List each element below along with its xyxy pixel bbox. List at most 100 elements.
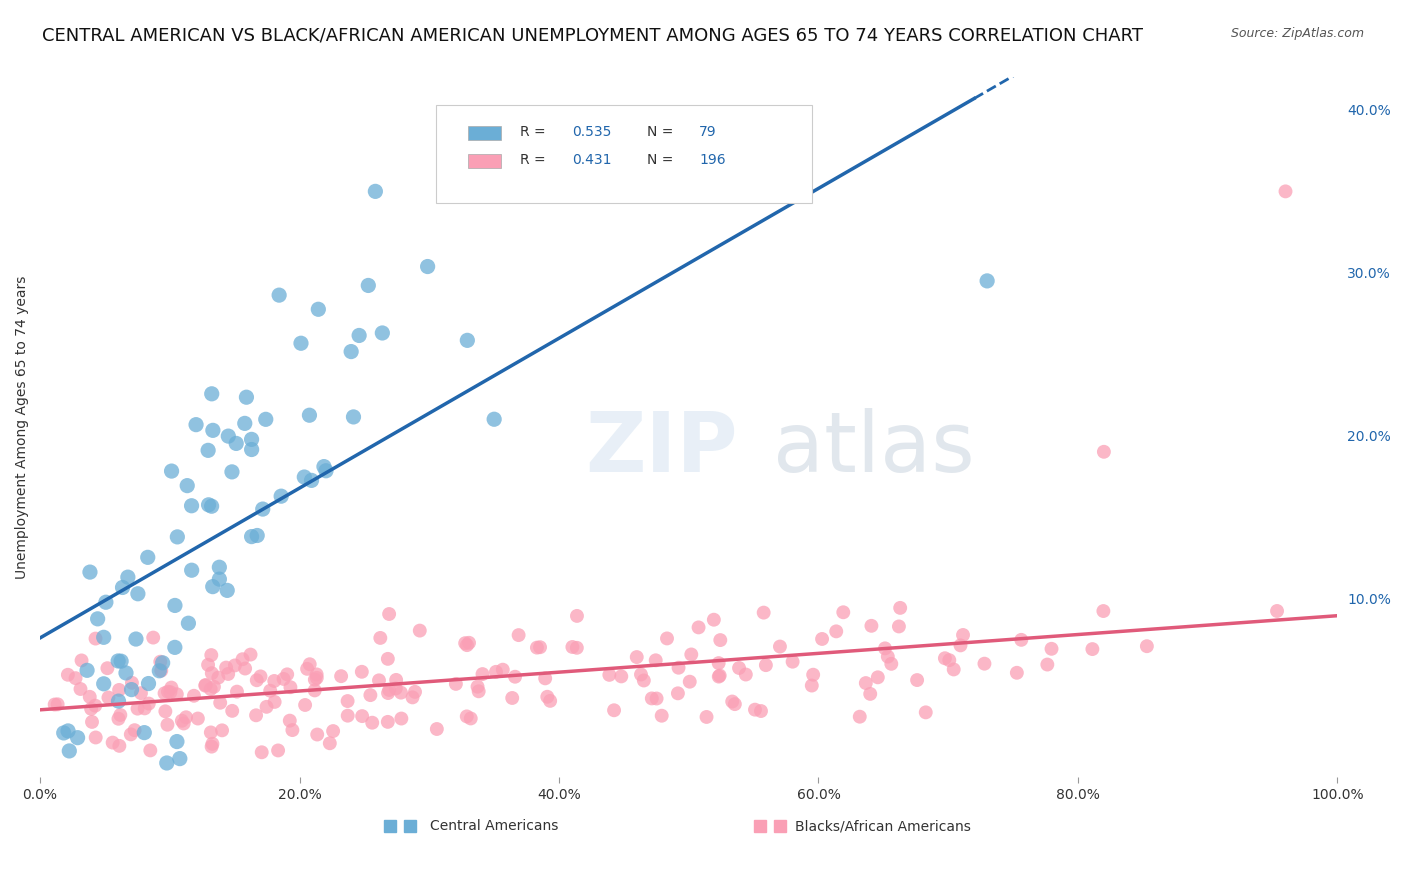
Blacks/African Americans — [200, 725, 222, 739]
Blacks/African Americans — [769, 640, 792, 654]
Blacks/African Americans — [565, 608, 588, 623]
Blacks/African Americans — [263, 673, 285, 688]
Blacks/African Americans — [709, 668, 731, 682]
Blacks/African Americans — [194, 678, 217, 692]
Blacks/African Americans — [1005, 665, 1028, 680]
Blacks/African Americans — [534, 671, 557, 685]
Blacks/African Americans — [156, 717, 179, 731]
Blacks/African Americans — [202, 680, 225, 694]
Blacks/African Americans — [139, 743, 162, 757]
Central Americans — [371, 326, 394, 340]
Blacks/African Americans — [1274, 185, 1296, 199]
Blacks/African Americans — [973, 657, 995, 671]
Blacks/African Americans — [368, 631, 391, 645]
Blacks/African Americans — [934, 651, 956, 665]
Central Americans — [110, 654, 132, 668]
Blacks/African Americans — [1081, 642, 1104, 657]
Blacks/African Americans — [377, 714, 399, 729]
Central Americans — [180, 563, 202, 577]
Text: R =: R = — [520, 153, 550, 167]
Blacks/African Americans — [603, 703, 626, 717]
Blacks/African Americans — [887, 619, 910, 633]
Central Americans — [269, 288, 291, 302]
Text: R =: R = — [520, 125, 550, 139]
Blacks/African Americans — [108, 739, 131, 753]
Blacks/African Americans — [278, 714, 301, 728]
Blacks/African Americans — [1092, 444, 1115, 458]
Text: 79: 79 — [699, 125, 717, 139]
Blacks/African Americans — [949, 639, 972, 653]
Central Americans — [107, 694, 129, 708]
Blacks/African Americans — [633, 673, 655, 688]
Blacks/African Americans — [256, 699, 278, 714]
Blacks/African Americans — [142, 631, 165, 645]
Blacks/African Americans — [752, 606, 775, 620]
Blacks/African Americans — [688, 620, 710, 634]
Blacks/African Americans — [721, 694, 744, 708]
Blacks/African Americans — [538, 694, 561, 708]
Blacks/African Americans — [330, 669, 353, 683]
Blacks/African Americans — [377, 652, 399, 666]
Blacks/African Americans — [107, 712, 129, 726]
Blacks/African Americans — [378, 607, 401, 621]
Central Americans — [56, 723, 79, 738]
Text: Source: ZipAtlas.com: Source: ZipAtlas.com — [1230, 27, 1364, 40]
Blacks/African Americans — [801, 667, 824, 681]
Blacks/African Americans — [859, 687, 882, 701]
Blacks/African Americans — [276, 667, 298, 681]
Blacks/African Americans — [233, 661, 256, 675]
Blacks/African Americans — [79, 690, 101, 704]
Central Americans — [107, 654, 129, 668]
Blacks/African Americans — [860, 619, 883, 633]
Blacks/African Americans — [273, 672, 295, 686]
Central Americans — [217, 583, 239, 598]
Blacks/African Americans — [201, 666, 224, 681]
Central Americans — [240, 442, 263, 457]
Central Americans — [292, 470, 315, 484]
Blacks/African Americans — [905, 673, 928, 687]
Central Americans — [197, 498, 219, 512]
Blacks/African Americans — [84, 632, 107, 646]
Blacks/African Americans — [703, 613, 725, 627]
Text: CENTRAL AMERICAN VS BLACK/AFRICAN AMERICAN UNEMPLOYMENT AMONG AGES 65 TO 74 YEAR: CENTRAL AMERICAN VS BLACK/AFRICAN AMERIC… — [42, 27, 1143, 45]
Blacks/African Americans — [645, 691, 668, 706]
Blacks/African Americans — [709, 633, 731, 648]
Blacks/African Americans — [444, 677, 467, 691]
Blacks/African Americans — [561, 640, 583, 654]
Central Americans — [180, 499, 202, 513]
Central Americans — [166, 734, 188, 748]
Blacks/African Americans — [121, 675, 143, 690]
Central Americans — [134, 725, 156, 739]
Central Americans — [86, 612, 108, 626]
Central Americans — [93, 630, 115, 644]
Central Americans — [976, 274, 998, 288]
Blacks/African Americans — [454, 636, 477, 650]
Blacks/African Americans — [245, 708, 267, 723]
Blacks/African Americans — [938, 653, 960, 667]
Central Americans — [136, 550, 159, 565]
Blacks/African Americans — [149, 655, 172, 669]
Blacks/African Americans — [749, 704, 772, 718]
Text: N =: N = — [647, 125, 678, 139]
Blacks/African Americans — [359, 688, 381, 702]
Central Americans — [177, 616, 200, 631]
Blacks/African Americans — [80, 702, 103, 716]
Blacks/African Americans — [724, 697, 747, 711]
Blacks/African Americans — [404, 685, 426, 699]
FancyBboxPatch shape — [468, 127, 501, 140]
Central Americans — [254, 412, 277, 426]
Blacks/African Americans — [84, 698, 107, 713]
Blacks/African Americans — [170, 714, 193, 728]
Central Americans — [152, 656, 174, 670]
Central Americans — [482, 412, 505, 426]
Blacks/African Americans — [825, 624, 848, 639]
Central Americans — [160, 464, 183, 478]
Blacks/African Americans — [70, 653, 93, 667]
Blacks/African Americans — [467, 684, 489, 698]
Blacks/African Americans — [681, 648, 703, 662]
Blacks/African Americans — [322, 724, 344, 739]
Central Americans — [176, 478, 198, 492]
Blacks/African Americans — [458, 636, 481, 650]
Blacks/African Americans — [873, 641, 896, 656]
Central Americans — [58, 744, 80, 758]
